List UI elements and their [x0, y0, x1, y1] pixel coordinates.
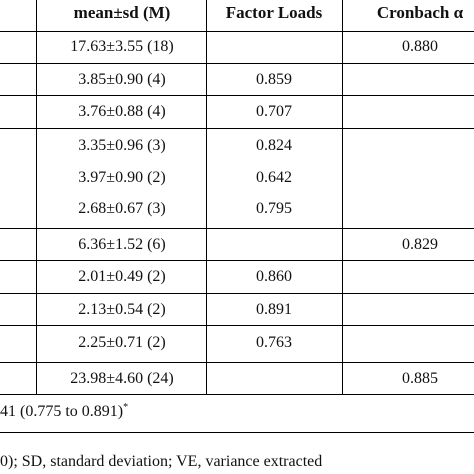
- cell-factor-load: 0.860: [256, 268, 292, 285]
- rule-row: [0, 128, 474, 129]
- summary-line: 41 (0.775 to 0.891)*: [0, 402, 128, 422]
- rule-row: [0, 325, 474, 326]
- cell-mean: 3.76±0.88 (4): [78, 103, 166, 120]
- rule-group-1: [0, 63, 474, 64]
- summary-text: 41 (0.775 to 0.891): [0, 403, 124, 420]
- cell-factor-load: 0.824: [256, 137, 292, 154]
- cell-factor-load: 0.707: [256, 103, 292, 120]
- cell-mean: 23.98±4.60 (24): [70, 370, 174, 387]
- cell-cronbach: 0.880: [402, 38, 438, 55]
- cell-mean: 2.25±0.71 (2): [78, 334, 166, 351]
- header-factor-loads: Factor Loads: [225, 3, 323, 22]
- rule-row: [0, 293, 474, 294]
- cell-mean: 2.01±0.49 (2): [78, 268, 166, 285]
- header-mean-sd: mean±sd (M): [73, 3, 171, 22]
- cell-cronbach: 0.885: [402, 370, 438, 387]
- rule-group-3: [0, 362, 474, 363]
- summary-footnote-mark: *: [123, 402, 129, 413]
- abbreviations-note: 0); SD, standard deviation; VE, variance…: [0, 453, 323, 470]
- cell-mean: 2.13±0.54 (2): [78, 301, 166, 318]
- cell-mean: 3.35±0.96 (3): [78, 137, 166, 154]
- cell-mean: 17.63±3.55 (18): [70, 38, 174, 55]
- cell-mean: 2.68±0.67 (3): [78, 200, 166, 217]
- rule-row: [0, 260, 474, 261]
- col-divider-1: [36, 0, 37, 395]
- rule-summary-bottom: [0, 432, 474, 433]
- rule-row: [0, 95, 474, 96]
- cell-factor-load: 0.891: [256, 301, 292, 318]
- cell-mean: 6.36±1.52 (6): [78, 236, 166, 253]
- rule-table-bottom: [0, 394, 474, 395]
- header-cronbach-alpha: Cronbach α: [376, 3, 464, 22]
- cell-factor-load: 0.763: [256, 334, 292, 351]
- cell-mean: 3.97±0.90 (2): [78, 169, 166, 186]
- cell-mean: 3.85±0.90 (4): [78, 71, 166, 88]
- cell-factor-load: 0.642: [256, 169, 292, 186]
- cell-cronbach: 0.829: [402, 236, 438, 253]
- rule-header-bottom: [0, 31, 474, 32]
- cell-factor-load: 0.859: [256, 71, 292, 88]
- col-divider-3: [342, 0, 343, 395]
- cell-factor-load: 0.795: [256, 200, 292, 217]
- rule-group-2: [0, 228, 474, 229]
- col-divider-2: [206, 0, 207, 395]
